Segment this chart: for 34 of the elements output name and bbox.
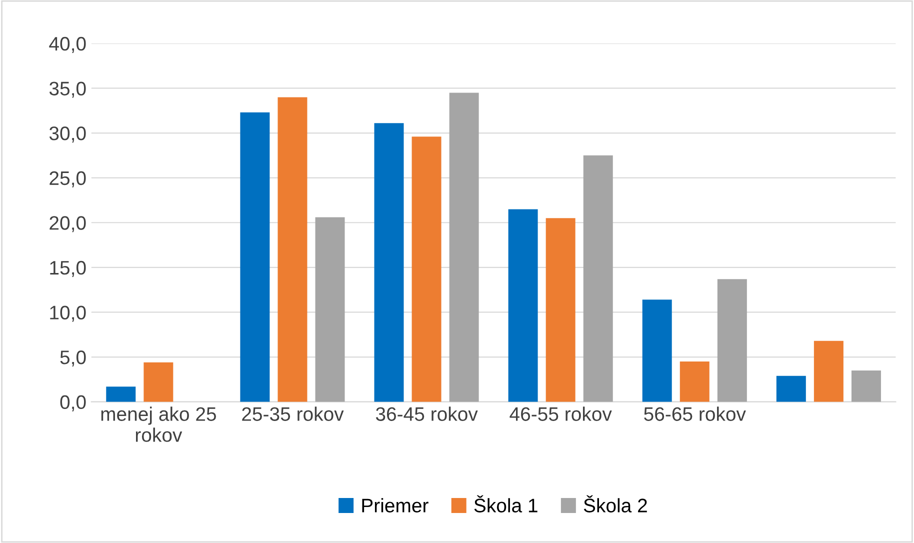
bar [144, 362, 174, 402]
bar [851, 370, 881, 402]
y-tick-label: 30,0 [49, 126, 86, 143]
y-tick-label: 15,0 [50, 260, 86, 277]
bar [776, 376, 806, 402]
x-tick-label: 25-35 rokov [242, 406, 344, 421]
bar [814, 340, 844, 402]
bar [546, 218, 576, 402]
bar [315, 217, 345, 402]
x-tick-label: 36-45 rokov [376, 406, 478, 421]
bar [240, 112, 270, 402]
bar [449, 92, 479, 402]
bar [642, 300, 672, 402]
legend-label: Škola 1 [474, 495, 538, 512]
x-tick-label: 46-55 rokov [510, 406, 612, 421]
bar [412, 136, 442, 402]
bar [717, 279, 747, 402]
legend-label: Priemer [362, 498, 428, 512]
bar [508, 209, 538, 402]
y-tick-label: 20,0 [50, 216, 86, 232]
bar [278, 97, 308, 402]
y-tick-label: 0,0 [60, 395, 86, 412]
bar [680, 362, 710, 402]
y-tick-label: 5,0 [60, 350, 86, 367]
x-tick-label: menej ako 25 rokov [101, 406, 216, 442]
bar [106, 386, 136, 402]
y-tick-label: 35,0 [49, 82, 86, 98]
x-tick-label: 56-65 rokov [644, 406, 746, 421]
bar [374, 123, 404, 402]
legend-label: Škola 2 [584, 495, 647, 512]
y-tick-label: 10,0 [50, 306, 86, 322]
y-tick-label: 25,0 [50, 171, 86, 188]
y-tick-label: 40,0 [49, 36, 86, 53]
bar [583, 155, 613, 402]
